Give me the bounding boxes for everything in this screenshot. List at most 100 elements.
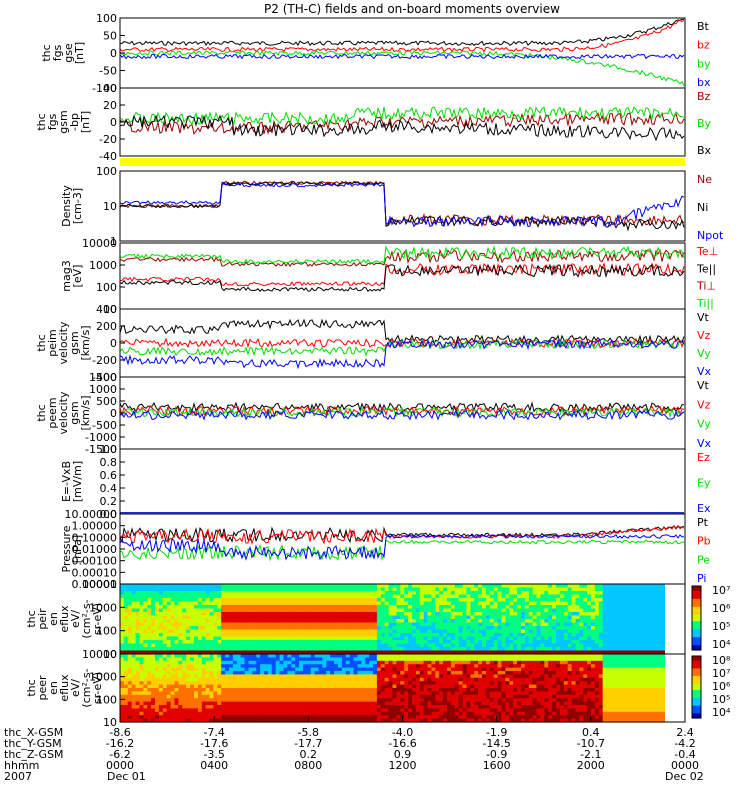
legend-peim-velocity-Vx: Vx bbox=[697, 365, 712, 378]
legend-pressure-Pt: Pt bbox=[697, 516, 709, 529]
legend-peim-velocity-Vt: Vt bbox=[697, 311, 710, 324]
series-temperature-Te|| bbox=[119, 263, 685, 292]
y-axis-label-line: gse bbox=[62, 43, 75, 63]
y-axis-label-line: en bbox=[47, 612, 60, 626]
y-tick-label: 100 bbox=[96, 12, 117, 25]
legend-fgs-gse-bx: bx bbox=[697, 76, 711, 89]
y-tick-label: 0.00001 bbox=[72, 578, 118, 591]
y-axis-label-line: Density bbox=[60, 185, 73, 227]
y-axis-label-line: eV/ bbox=[69, 679, 82, 697]
y-tick-label: 1500 bbox=[89, 371, 117, 384]
colorbar-tick-label: 10⁷ bbox=[712, 667, 730, 680]
y-tick-label: 0.4 bbox=[100, 482, 118, 495]
y-axis-label-line: -bp bbox=[68, 113, 81, 131]
colorbar-tick-label: 10⁴ bbox=[712, 638, 731, 651]
y-tick-label: -50 bbox=[99, 65, 117, 78]
peir-efflux-colorbar: 10⁷ 10⁶ 10⁵ 10⁴ bbox=[691, 584, 731, 651]
series-fgs-gse-Bt bbox=[119, 18, 684, 47]
series-pressure-Pe bbox=[119, 539, 685, 562]
y-tick-label: 0.10000 bbox=[72, 531, 118, 544]
x-axis-value: 1600 bbox=[483, 759, 511, 772]
y-tick-label: 0 bbox=[110, 407, 117, 420]
series-fgs-gsm-Bx bbox=[119, 114, 685, 142]
y-tick-label: -100 bbox=[92, 82, 117, 95]
y-tick-label: 1000 bbox=[89, 383, 117, 396]
series-peim-velocity-Vz bbox=[119, 337, 685, 349]
y-tick-label: -400 bbox=[92, 371, 117, 384]
y-axis-label-line: [km/s] bbox=[79, 395, 92, 430]
legend-fgs-gsm-Bx: Bx bbox=[697, 144, 712, 157]
panels: Btbzbybx100500-50-100thcfgsgse[nT]BzByBx… bbox=[25, 12, 731, 729]
flag-bar bbox=[120, 158, 685, 166]
colorbar-tick-label: 10⁴ bbox=[712, 706, 731, 719]
x-axis-labels: thc_X-GSM -8.6 -7.4 -5.8 -4.0 -1.9 0.4 2.4 thc_Y… bbox=[4, 716, 704, 783]
x-axis-value: -0.9 bbox=[486, 748, 507, 761]
legend-temperature-Te||: Te|| bbox=[696, 262, 716, 275]
legend-density-Ne: Ne bbox=[697, 173, 712, 186]
x-axis-row-label: hhmm bbox=[4, 759, 39, 772]
y-tick-label: 100 bbox=[96, 165, 117, 178]
y-axis-label-line: peir bbox=[36, 608, 49, 630]
y-tick-label: 100 bbox=[96, 625, 117, 638]
legend-fgs-gse-bz: bz bbox=[697, 39, 710, 52]
y-tick-label: 200 bbox=[96, 320, 117, 333]
x-axis-row-label: thc_Y-GSM bbox=[4, 737, 62, 750]
x-axis-value: -10.7 bbox=[577, 737, 605, 750]
series-peem-velocity-Vy bbox=[119, 406, 685, 418]
y-tick-label: 0 bbox=[110, 116, 117, 129]
y-tick-label: 1000 bbox=[89, 259, 117, 272]
y-tick-label: 0 bbox=[110, 337, 117, 350]
y-tick-label: 40 bbox=[103, 82, 117, 95]
y-tick-label: 20 bbox=[103, 99, 117, 112]
x-axis-value: 1200 bbox=[389, 759, 417, 772]
legend-temperature-Ti||: Ti|| bbox=[696, 297, 714, 310]
y-axis-label-line: [eV] bbox=[71, 265, 84, 288]
x-axis-row-label: thc_Z-GSM bbox=[4, 748, 64, 761]
y-tick-label: 10 bbox=[103, 303, 117, 316]
efield-ylabel: E=-VxB[mV/m] bbox=[60, 461, 84, 502]
colorbar-tick-label: 10⁶ bbox=[712, 602, 731, 615]
y-tick-label: -1500 bbox=[85, 443, 117, 456]
y-axis-label-line: thc bbox=[35, 334, 48, 351]
y-tick-label: 0.00100 bbox=[72, 555, 118, 568]
y-tick-label: 100 bbox=[96, 693, 117, 706]
y-tick-label: -40 bbox=[99, 150, 117, 163]
colorbar-tick-label: 10⁵ bbox=[712, 693, 730, 706]
x-axis-value: 0000 bbox=[671, 759, 699, 772]
y-axis-label-line: mag3 bbox=[60, 260, 73, 291]
y-axis-label-line: thc bbox=[40, 44, 53, 61]
x-axis-value: -5.8 bbox=[298, 726, 319, 739]
y-axis-label-line: thc bbox=[35, 113, 48, 130]
temperature-ylabel: mag3[eV] bbox=[60, 260, 84, 291]
y-axis-label-line: gsm bbox=[68, 401, 81, 424]
x-axis-value: Dec 02 bbox=[665, 770, 704, 783]
panel-efield: Ez Ey Ex 1.00.80.60.40.20.0 E=-VxB[mV/m] bbox=[60, 443, 711, 521]
x-axis-value: 0400 bbox=[200, 759, 228, 772]
colorbar-tick-label: 10⁶ bbox=[712, 680, 731, 693]
plot-title: P2 (TH-C) fields and on-board moments ov… bbox=[264, 2, 560, 16]
legend-peem-velocity-Vx: Vx bbox=[697, 437, 712, 450]
legend-efield-Ey: Ey bbox=[697, 477, 711, 490]
y-axis-label-line: thc bbox=[25, 610, 38, 627]
y-tick-label: 0.00010 bbox=[72, 566, 118, 579]
series-fgs-gsm-Bz bbox=[119, 111, 685, 137]
panel-density: Ne Ni Npot 100 10 1 Density[cm-3] bbox=[60, 165, 724, 248]
y-axis-label-line: gsm bbox=[57, 110, 70, 133]
pressure-ylabel: Pressure[nPa] bbox=[60, 525, 84, 572]
y-tick-label: -20 bbox=[99, 133, 117, 146]
y-tick-label: 10000 bbox=[82, 237, 117, 250]
x-axis-value: 0000 bbox=[106, 759, 134, 772]
series-fgs-gse-bz bbox=[119, 19, 685, 53]
legend-peim-velocity-Vy: Vy bbox=[697, 347, 711, 360]
x-axis-row-label: thc_X-GSM bbox=[4, 726, 63, 739]
